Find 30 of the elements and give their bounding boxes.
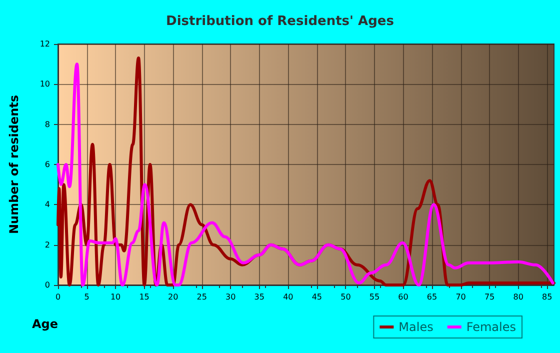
x-tick-label: 25 — [196, 292, 207, 302]
x-tick-label: 15 — [139, 292, 150, 302]
x-tick-label: 45 — [312, 292, 322, 302]
y-tick-label: 2 — [44, 240, 50, 250]
x-tick-label: 5 — [84, 292, 90, 302]
x-tick-label: 0 — [55, 292, 61, 302]
x-tick-label: 35 — [254, 292, 264, 302]
x-tick-label: 50 — [340, 292, 351, 302]
y-axis-title: Number of residents — [7, 94, 21, 234]
legend-label: Males — [398, 320, 434, 334]
x-tick-label: 70 — [456, 292, 466, 302]
y-tick-label: 4 — [44, 200, 50, 210]
y-tick-label: 12 — [40, 40, 50, 48]
x-tick-label: 10 — [110, 292, 121, 302]
y-tick-label: 10 — [40, 80, 50, 89]
y-tick-label: 0 — [44, 280, 50, 290]
legend-label: Females — [466, 320, 516, 334]
x-tick-label: 85 — [542, 292, 552, 302]
y-tick-label: 6 — [44, 160, 50, 169]
chart-title: Distribution of Residents' Ages — [166, 14, 394, 29]
x-tick-label: 60 — [398, 292, 408, 302]
x-tick-label: 20 — [168, 292, 178, 302]
x-tick-label: 30 — [226, 292, 236, 302]
x-tick-label: 75 — [484, 292, 495, 302]
x-tick-label: 55 — [369, 292, 380, 302]
x-axis-title: Age — [32, 317, 58, 331]
y-tick-label: 8 — [44, 120, 50, 129]
x-tick-label: 65 — [426, 292, 438, 302]
x-tick-label: 80 — [513, 292, 524, 302]
x-tick-label: 40 — [283, 292, 294, 302]
